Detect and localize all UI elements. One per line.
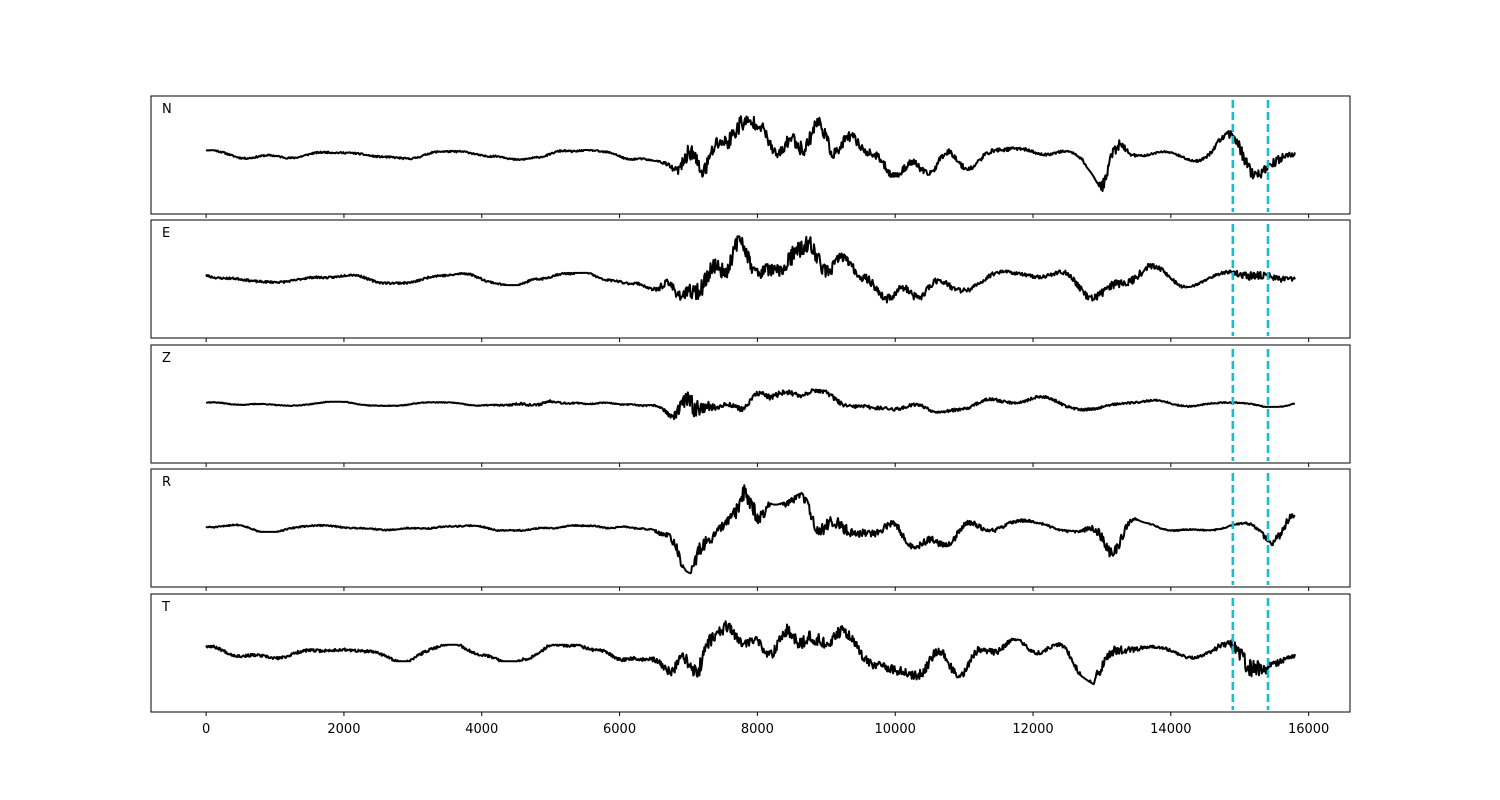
waveform-t	[205, 620, 1296, 686]
x-tick-label: 6000	[603, 722, 636, 737]
panel-frame	[150, 344, 1351, 464]
panel-label: T	[161, 600, 170, 615]
panel-t: T	[150, 593, 1351, 716]
x-tick-label: 0	[202, 722, 210, 737]
panel-frame	[150, 468, 1351, 588]
x-tick-label: 14000	[1150, 722, 1191, 737]
waveform-r	[205, 484, 1296, 575]
panel-frame	[150, 593, 1351, 713]
x-tick-label: 16000	[1288, 722, 1329, 737]
panel-label: N	[162, 102, 172, 117]
panel-e: E	[150, 219, 1351, 342]
waveform-n	[205, 115, 1296, 193]
panel-frame	[150, 95, 1351, 215]
panels: N E Z R T	[150, 95, 1351, 716]
x-tick-label: 12000	[1012, 722, 1053, 737]
panel-frame	[150, 219, 1351, 339]
x-tick-label: 8000	[741, 722, 774, 737]
panel-z: Z	[150, 344, 1351, 467]
x-tick-label: 10000	[875, 722, 916, 737]
waveform-z	[205, 388, 1296, 421]
waveform-e	[205, 235, 1296, 304]
x-tick-label: 2000	[327, 722, 360, 737]
panel-label: Z	[162, 351, 171, 366]
panel-label: R	[162, 475, 171, 490]
x-axis: 0 2000 4000 6000 8000 10000 12000 14000 16000	[202, 722, 1329, 737]
panel-r: R	[150, 468, 1351, 591]
panel-label: E	[162, 226, 170, 241]
panel-n: N	[150, 95, 1351, 218]
x-tick-label: 4000	[465, 722, 498, 737]
